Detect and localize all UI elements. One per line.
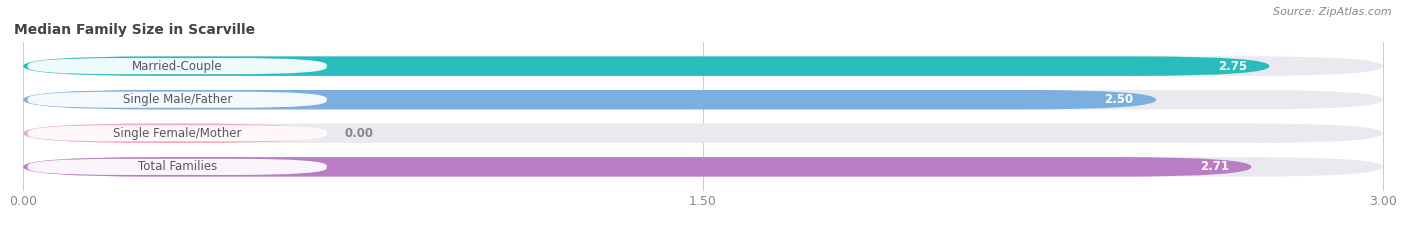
FancyBboxPatch shape: [28, 159, 326, 175]
Text: 2.75: 2.75: [1218, 60, 1247, 73]
FancyBboxPatch shape: [22, 56, 1384, 76]
Text: Single Female/Mother: Single Female/Mother: [112, 127, 242, 140]
Text: Single Male/Father: Single Male/Father: [122, 93, 232, 106]
Text: Source: ZipAtlas.com: Source: ZipAtlas.com: [1274, 7, 1392, 17]
FancyBboxPatch shape: [28, 125, 326, 141]
Text: Married-Couple: Married-Couple: [132, 60, 222, 73]
Text: Median Family Size in Scarville: Median Family Size in Scarville: [14, 23, 254, 37]
FancyBboxPatch shape: [28, 92, 326, 108]
FancyBboxPatch shape: [22, 157, 1251, 177]
FancyBboxPatch shape: [28, 58, 326, 74]
Text: Total Families: Total Families: [138, 160, 217, 173]
FancyBboxPatch shape: [22, 90, 1384, 110]
Text: 2.50: 2.50: [1105, 93, 1133, 106]
FancyBboxPatch shape: [22, 90, 1156, 110]
FancyBboxPatch shape: [22, 123, 1384, 143]
Text: 2.71: 2.71: [1199, 160, 1229, 173]
FancyBboxPatch shape: [22, 123, 322, 143]
FancyBboxPatch shape: [22, 157, 1384, 177]
FancyBboxPatch shape: [22, 56, 1270, 76]
Text: 0.00: 0.00: [344, 127, 374, 140]
